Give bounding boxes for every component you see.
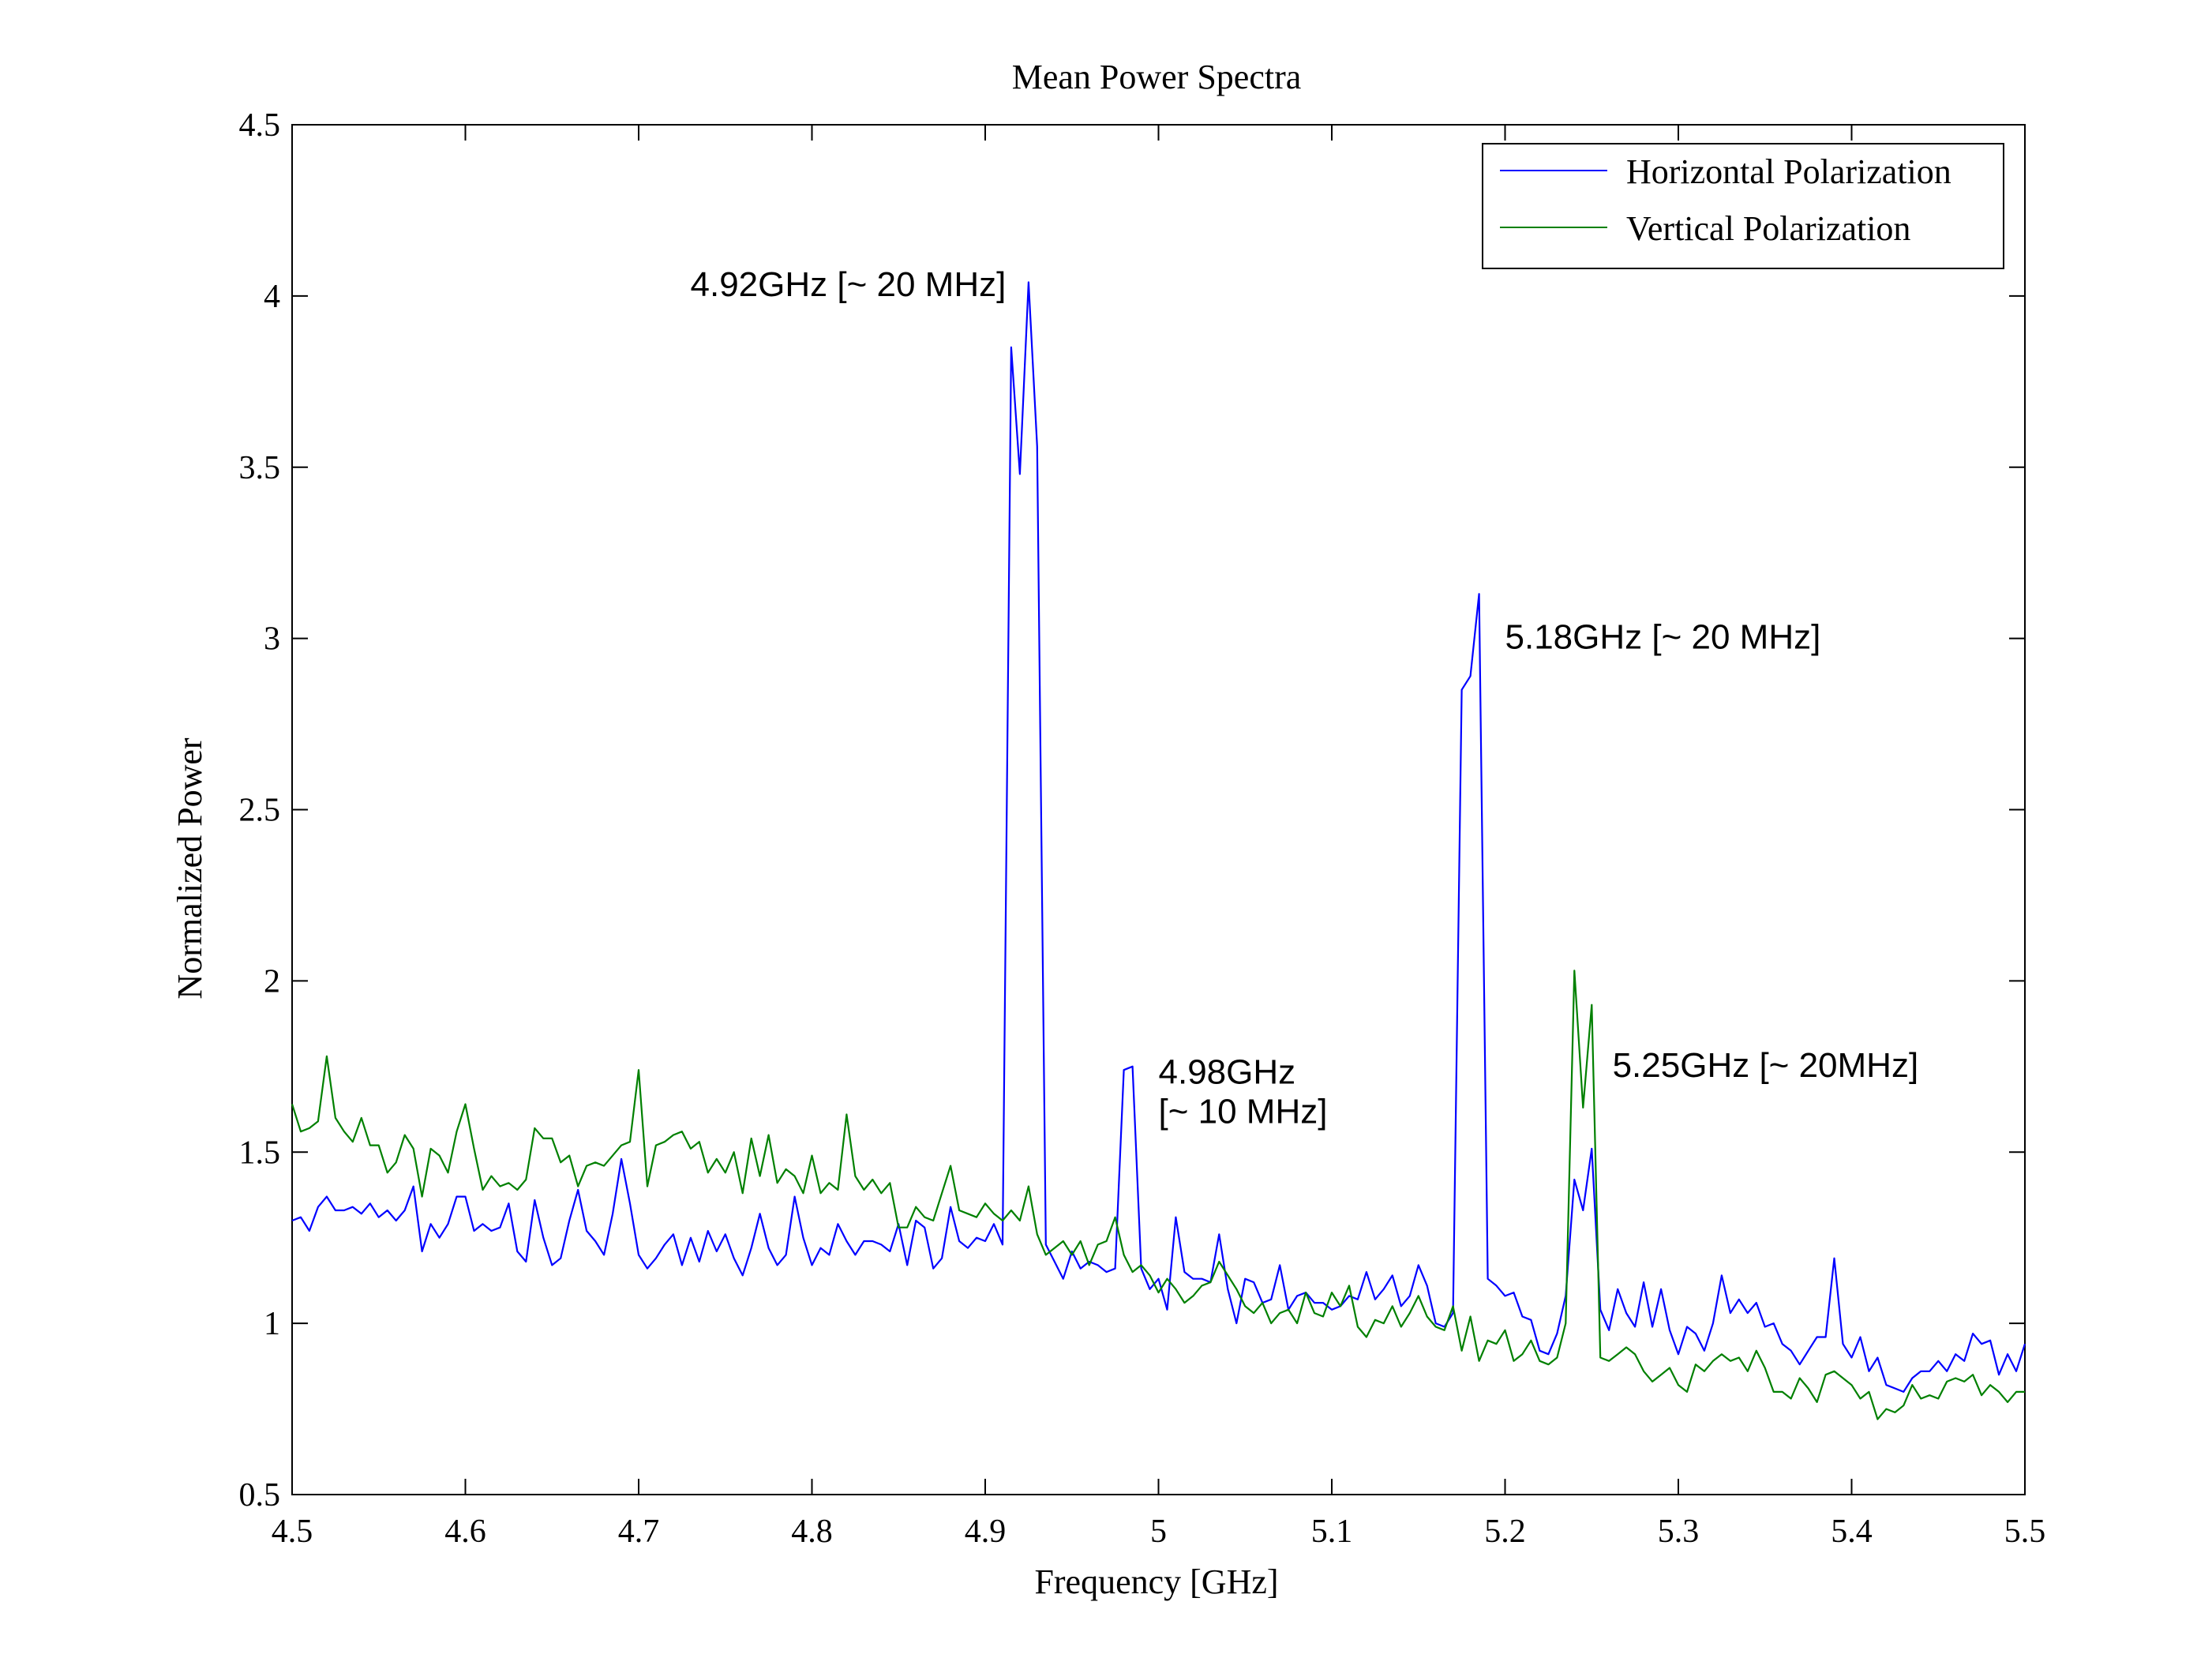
x-tick-label: 4.9 <box>965 1514 1007 1550</box>
peak-annotation-line: [~ 10 MHz] <box>1159 1093 1328 1131</box>
x-tick-label: 4.6 <box>444 1514 486 1550</box>
annotation-layer: 4.92GHz [~ 20 MHz] 4.98GHz [~ 10 MHz] 5.18G… <box>691 265 1919 1131</box>
legend-box <box>1482 143 2004 269</box>
y-tick-label: 3 <box>264 621 280 658</box>
y-tick-label: 0.5 <box>239 1477 281 1514</box>
peak-annotation-line: 5.25GHz [~ 20MHz] <box>1613 1046 1919 1085</box>
x-tick-label: 5.4 <box>1831 1514 1873 1550</box>
peak-annotation: 4.92GHz [~ 20 MHz] <box>691 265 1007 304</box>
legend-label-vertical: Vertical Polarization <box>1626 209 1910 248</box>
y-tick-label: 4 <box>264 279 280 315</box>
y-tick-label: 4.5 <box>239 107 281 144</box>
chart-title: Mean Power Spectra <box>1012 58 1302 96</box>
y-tick-label: 1.5 <box>239 1135 281 1171</box>
peak-annotation-line: 4.98GHz <box>1159 1053 1296 1092</box>
series-line-horizontal <box>291 281 2026 1394</box>
peak-annotation-line: 5.18GHz [~ 20 MHz] <box>1505 618 1821 657</box>
peak-annotation: 5.25GHz [~ 20MHz] <box>1613 1046 1919 1085</box>
peak-annotation-line: 4.92GHz [~ 20 MHz] <box>691 265 1007 304</box>
y-axis-label: Normalized Power <box>171 737 209 999</box>
y-tick-label: 3.5 <box>239 450 281 486</box>
x-axis-label: Frequency [GHz] <box>1034 1562 1278 1601</box>
x-tick-label: 5.5 <box>2004 1514 2046 1550</box>
axes: 4.5 4.6 4.7 4.8 4.9 5 5.1 5.2 5.3 5.4 5.5 0.5 1 1.5 2 2… <box>239 107 2046 1550</box>
y-tick-label: 1 <box>264 1306 280 1342</box>
peak-annotation: 4.98GHz [~ 10 MHz] <box>1159 1053 1328 1131</box>
y-tick-label: 2 <box>264 963 280 1000</box>
series-layer <box>291 281 2026 1420</box>
peak-annotation: 5.18GHz [~ 20 MHz] <box>1505 618 1821 657</box>
x-tick-label: 5.2 <box>1484 1514 1526 1550</box>
y-tick-label: 2.5 <box>239 793 281 829</box>
x-tick-label: 4.5 <box>272 1514 313 1550</box>
x-tick-label: 4.7 <box>618 1514 660 1550</box>
x-tick-label: 5.1 <box>1311 1514 1353 1550</box>
legend: Horizontal Polarization Vertical Polariz… <box>1482 143 2004 269</box>
x-tick-label: 5.3 <box>1658 1514 1700 1550</box>
x-tick-label: 5 <box>1150 1514 1167 1550</box>
series-line-vertical <box>291 970 2025 1420</box>
legend-label-horizontal: Horizontal Polarization <box>1626 152 1951 191</box>
x-tick-label: 4.8 <box>791 1514 833 1550</box>
